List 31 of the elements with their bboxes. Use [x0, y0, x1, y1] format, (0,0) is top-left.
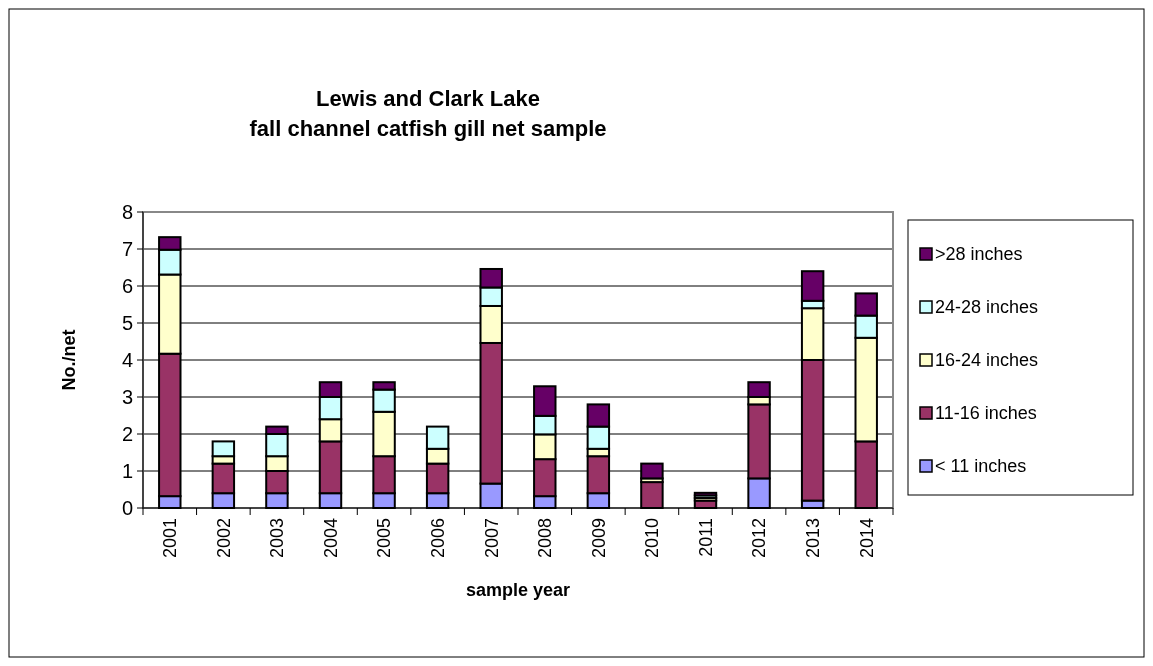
x-tick-label: 2013 [802, 518, 823, 559]
x-tick-label: 2012 [749, 518, 770, 559]
x-tick-label: 2007 [481, 518, 502, 559]
x-tick-label: 2008 [535, 518, 556, 559]
x-tick-label: 2002 [213, 518, 234, 559]
y-tick-label: 2 [121, 423, 133, 445]
legend-label: 16-24 inches [935, 350, 1039, 371]
x-tick-label: 2004 [320, 518, 341, 559]
legend-label: < 11 inches [935, 456, 1027, 477]
legend-label: 11-16 inches [935, 403, 1037, 424]
x-axis-title: sample year [465, 580, 571, 600]
y-tick-label: 7 [121, 238, 133, 260]
y-axis-title: No./net [59, 329, 79, 391]
x-tick-label: 2011 [695, 518, 716, 557]
y-tick-label: 1 [121, 460, 133, 482]
x-tick-label: 2006 [427, 518, 448, 559]
y-tick-label: 6 [121, 275, 133, 297]
x-tick-label: 2014 [856, 518, 877, 559]
y-tick-label: 8 [121, 201, 133, 223]
y-tick-label: 4 [121, 349, 133, 371]
x-tick-label: 2010 [642, 518, 663, 559]
y-tick-label: 5 [121, 312, 133, 334]
legend-label: 24-28 inches [935, 297, 1039, 318]
x-tick-label: 2005 [374, 518, 395, 559]
x-tick-label: 2009 [588, 518, 609, 559]
y-tick-label: 0 [121, 497, 133, 519]
y-tick-label: 3 [121, 386, 133, 408]
x-tick-label: 2003 [267, 518, 288, 559]
legend-label: >28 inches [935, 244, 1023, 265]
chart-title: Lewis and Clark Lake fall channel catfish gill net sample [249, 86, 607, 141]
x-tick-label: 2001 [160, 518, 181, 559]
